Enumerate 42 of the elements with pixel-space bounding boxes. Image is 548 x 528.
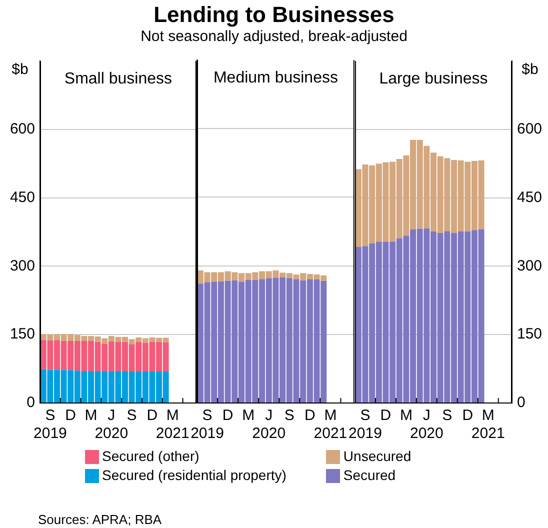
text: Medium business [213, 69, 338, 86]
x-tick-label: S [284, 407, 294, 424]
legend-label: Secured [343, 466, 396, 485]
y2-tick-label: 150 [517, 326, 542, 343]
y2-tick-label: 300 [517, 257, 542, 274]
x-tick-label: M 2021 [471, 407, 505, 442]
y-tick-label: 300 [10, 257, 35, 274]
text: Large business [379, 70, 488, 88]
x-tick-label: M [84, 407, 98, 424]
x-tick-label: D [304, 407, 316, 424]
x-tick-label: S [442, 407, 452, 424]
x-tick-label: M [242, 407, 255, 424]
x-tick-label: J 2020 [252, 407, 286, 442]
y2-tick-label: 600 [517, 120, 542, 138]
x-tick-label: S [126, 407, 137, 424]
text: Not seasonally adjusted, break-adjusted [140, 28, 408, 46]
y2-tick-label: 0 [517, 394, 526, 412]
x-tick-label: M [400, 407, 412, 424]
y-tick-label: 0 [26, 394, 35, 412]
legend-label: Secured (residential property) [102, 466, 286, 485]
y-axis-title: $b [12, 61, 28, 78]
x-tick-label: D [65, 407, 76, 424]
y-tick-label: 450 [10, 188, 35, 206]
x-tick-label: D [222, 407, 234, 424]
legend-label: Secured (other) [102, 447, 200, 466]
x-tick-label: D [146, 407, 158, 424]
y2-axis-title: $b [522, 61, 538, 78]
x-tick-label: D [380, 407, 392, 424]
source-note: Sources: APRA; RBA [38, 512, 162, 527]
x-tick-label: M 2021 [156, 407, 190, 442]
y2-tick-label: 450 [517, 188, 542, 206]
text: Small business [64, 70, 172, 88]
y-tick-label: 600 [10, 120, 35, 138]
x-tick-label: S 2019 [348, 407, 382, 442]
text: Lending to Businesses [152, 1, 396, 28]
x-tick-label: D [462, 407, 474, 424]
legend-label: Unsecured [343, 447, 412, 466]
x-tick-label: M 2021 [314, 407, 348, 442]
x-tick-label: S 2019 [190, 407, 224, 442]
x-tick-label: J 2020 [94, 407, 128, 442]
y-tick-label: 150 [10, 326, 35, 343]
x-tick-label: S 2019 [34, 407, 67, 442]
